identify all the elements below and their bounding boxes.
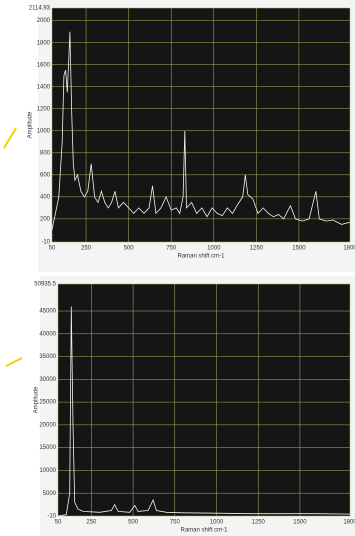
y-tick-label: 50935.5 <box>34 282 56 288</box>
x-tick-label: 250 <box>81 246 92 252</box>
y-tick-label: 1600 <box>37 62 51 68</box>
y-tick-label: 35000 <box>39 354 56 360</box>
y-tick-label: 10000 <box>39 468 56 474</box>
y-tick-label: 30000 <box>39 377 56 383</box>
x-tick-label: 1250 <box>252 520 266 526</box>
y-tick-label: 45000 <box>39 309 56 315</box>
x-tick-label: 1000 <box>207 246 221 252</box>
x-tick-label: 750 <box>170 520 181 526</box>
y-tick-label: 20000 <box>39 422 56 428</box>
y-tick-label: 400 <box>40 194 51 200</box>
plot-area <box>58 284 350 516</box>
y-tick-label: 1800 <box>37 40 51 46</box>
y-tick-label: 1200 <box>37 106 51 112</box>
x-tick-label: 500 <box>124 246 135 252</box>
y-tick-label: 25000 <box>39 400 56 406</box>
x-tick-label: 1800 <box>343 246 355 252</box>
x-tick-label: 750 <box>166 246 177 252</box>
x-axis-label: Raman shift cm-1 <box>177 254 225 260</box>
x-tick-label: 500 <box>128 520 139 526</box>
spectrum-line <box>57 306 351 517</box>
y-tick-label: 1400 <box>37 84 51 90</box>
x-axis-label: Raman shift cm-1 <box>180 528 228 534</box>
y-tick-label: -10 <box>47 514 56 520</box>
annotation-stroke <box>3 127 17 149</box>
y-tick-label: 1000 <box>37 128 51 134</box>
y-axis-label: Amplitude <box>28 111 34 138</box>
plot-area <box>52 8 350 242</box>
x-tick-label: 1250 <box>250 246 264 252</box>
y-tick-label: 600 <box>40 172 51 178</box>
annotation-stroke <box>5 357 23 367</box>
y-tick-label: -10 <box>41 240 50 246</box>
x-tick-label: 50 <box>55 520 62 526</box>
y-tick-label: 200 <box>40 216 51 222</box>
spectrum-line <box>51 31 351 230</box>
y-tick-label: 800 <box>40 150 51 156</box>
x-tick-label: 1000 <box>210 520 224 526</box>
y-tick-label: 2114.93 <box>29 6 51 12</box>
y-tick-label: 2000 <box>37 18 51 24</box>
y-tick-label: 40000 <box>39 331 56 337</box>
x-tick-label: 1500 <box>293 520 307 526</box>
y-axis-label: Amplitude <box>34 386 40 413</box>
y-tick-label: 15000 <box>39 445 56 451</box>
x-tick-label: 1500 <box>292 246 306 252</box>
x-tick-label: 250 <box>86 520 97 526</box>
y-tick-label: 5000 <box>43 491 57 497</box>
x-tick-label: 50 <box>49 246 56 252</box>
x-tick-label: 1800 <box>343 520 355 526</box>
